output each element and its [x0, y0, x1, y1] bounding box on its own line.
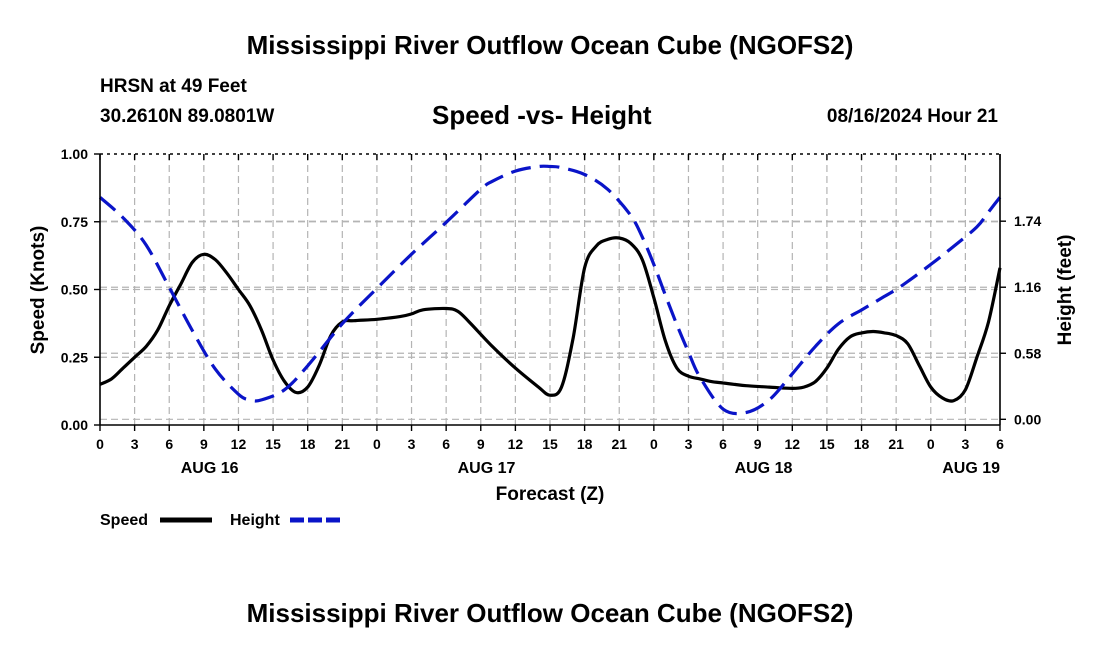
x-tick-label: 15 — [819, 436, 835, 452]
y-left-tick-label: 0.25 — [61, 349, 88, 365]
x-tick-label: 0 — [373, 436, 381, 452]
x-axis-label: Forecast (Z) — [496, 484, 605, 505]
y-right-tick-label: 0.00 — [1014, 411, 1041, 427]
x-tick-label: 21 — [888, 436, 904, 452]
y-left-tick-label: 0.50 — [61, 282, 88, 298]
x-tick-label: 3 — [131, 436, 139, 452]
legend-label-speed: Speed — [100, 512, 148, 529]
forecast-date-stamp: 08/16/2024 Hour 21 — [826, 106, 998, 127]
x-tick-label: 12 — [508, 436, 524, 452]
chart-ticks: 0 3 6 9 12 15 18 21 0 3 6 9 12 15 18 21 0 3 6 9 12 15 18 21 0 3 6A… — [61, 146, 1042, 477]
y-axis-label-left: Speed (Knots) — [28, 226, 49, 355]
x-tick-label: 6 — [719, 436, 727, 452]
x-tick-label: 9 — [200, 436, 208, 452]
chart-legend: Speed Height — [100, 512, 342, 529]
y-left-tick-label: 0.75 — [61, 214, 88, 230]
x-tick-label: 21 — [611, 436, 627, 452]
x-tick-label: 15 — [265, 436, 281, 452]
x-tick-label: 6 — [996, 436, 1004, 452]
chart-title: Speed -vs- Height — [432, 100, 652, 130]
x-tick-label: 18 — [300, 436, 316, 452]
station-name: HRSN at 49 Feet — [100, 76, 247, 97]
chart-series — [98, 164, 1002, 416]
x-date-label: AUG 17 — [458, 460, 516, 477]
x-tick-label: 0 — [650, 436, 658, 452]
footer-title: Mississippi River Outflow Ocean Cube (NG… — [246, 598, 854, 628]
x-tick-label: 6 — [165, 436, 173, 452]
x-tick-label: 6 — [442, 436, 450, 452]
chart-gridlines — [100, 154, 1000, 425]
x-date-label: AUG 19 — [942, 460, 1000, 477]
series-line-speed — [99, 236, 1002, 403]
x-date-label: AUG 16 — [181, 460, 239, 477]
x-date-label: AUG 18 — [735, 460, 793, 477]
x-tick-label: 0 — [96, 436, 104, 452]
x-tick-label: 3 — [408, 436, 416, 452]
x-tick-label: 18 — [854, 436, 870, 452]
legend-label-height: Height — [230, 512, 280, 529]
x-tick-label: 12 — [785, 436, 801, 452]
y-axis-label-right: Height (feet) — [1055, 235, 1076, 346]
x-tick-label: 21 — [335, 436, 351, 452]
series-line-height — [98, 164, 1002, 416]
x-tick-label: 3 — [685, 436, 693, 452]
y-left-tick-label: 0.00 — [61, 417, 88, 433]
y-left-tick-label: 1.00 — [61, 146, 88, 162]
y-right-tick-label: 1.74 — [1014, 213, 1041, 229]
y-right-tick-label: 0.58 — [1014, 345, 1041, 361]
x-tick-label: 15 — [542, 436, 558, 452]
station-coordinates: 30.2610N 89.0801W — [100, 106, 275, 127]
x-tick-label: 3 — [961, 436, 969, 452]
x-tick-label: 18 — [577, 436, 593, 452]
x-tick-label: 12 — [231, 436, 247, 452]
page-title: Mississippi River Outflow Ocean Cube (NG… — [246, 30, 854, 60]
x-tick-label: 9 — [477, 436, 485, 452]
x-tick-label: 0 — [927, 436, 935, 452]
y-right-tick-label: 1.16 — [1014, 279, 1041, 295]
x-tick-label: 9 — [754, 436, 762, 452]
